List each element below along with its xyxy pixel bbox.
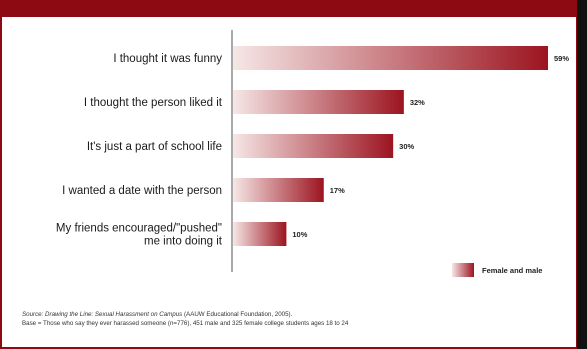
category-label: It's just a part of school life (87, 141, 222, 153)
source-title: Drawing the Line: Sexual Harassment on C… (45, 311, 183, 318)
category-label: I thought it was funny (113, 53, 222, 65)
source-note: Source: Drawing the Line: Sexual Harassm… (22, 310, 572, 328)
base-line: Base = Those who say they ever harassed … (22, 320, 349, 327)
legend-label: Female and male (482, 266, 542, 275)
bar (233, 222, 287, 246)
category-label: me into doing it (144, 236, 223, 248)
category-label: My friends encouraged/"pushed" (56, 223, 222, 235)
category-label: I wanted a date with the person (62, 185, 222, 197)
data-label: 17% (330, 186, 345, 195)
data-label: 30% (399, 142, 414, 151)
right-border (577, 0, 587, 349)
bar (233, 134, 394, 158)
category-label: I thought the person liked it (84, 97, 223, 109)
source-line: Source: Drawing the Line: Sexual Harassm… (22, 310, 572, 319)
bar (233, 46, 548, 70)
data-label: 32% (410, 98, 425, 107)
legend: Female and male (452, 263, 542, 277)
bar (233, 90, 404, 114)
data-label: 59% (554, 54, 569, 63)
source-suffix: (AAUW Educational Foundation, 2005). (182, 311, 293, 318)
bar (233, 178, 324, 202)
data-label: 10% (292, 230, 307, 239)
source-prefix: Source: (22, 311, 46, 318)
legend-swatch (452, 263, 474, 277)
